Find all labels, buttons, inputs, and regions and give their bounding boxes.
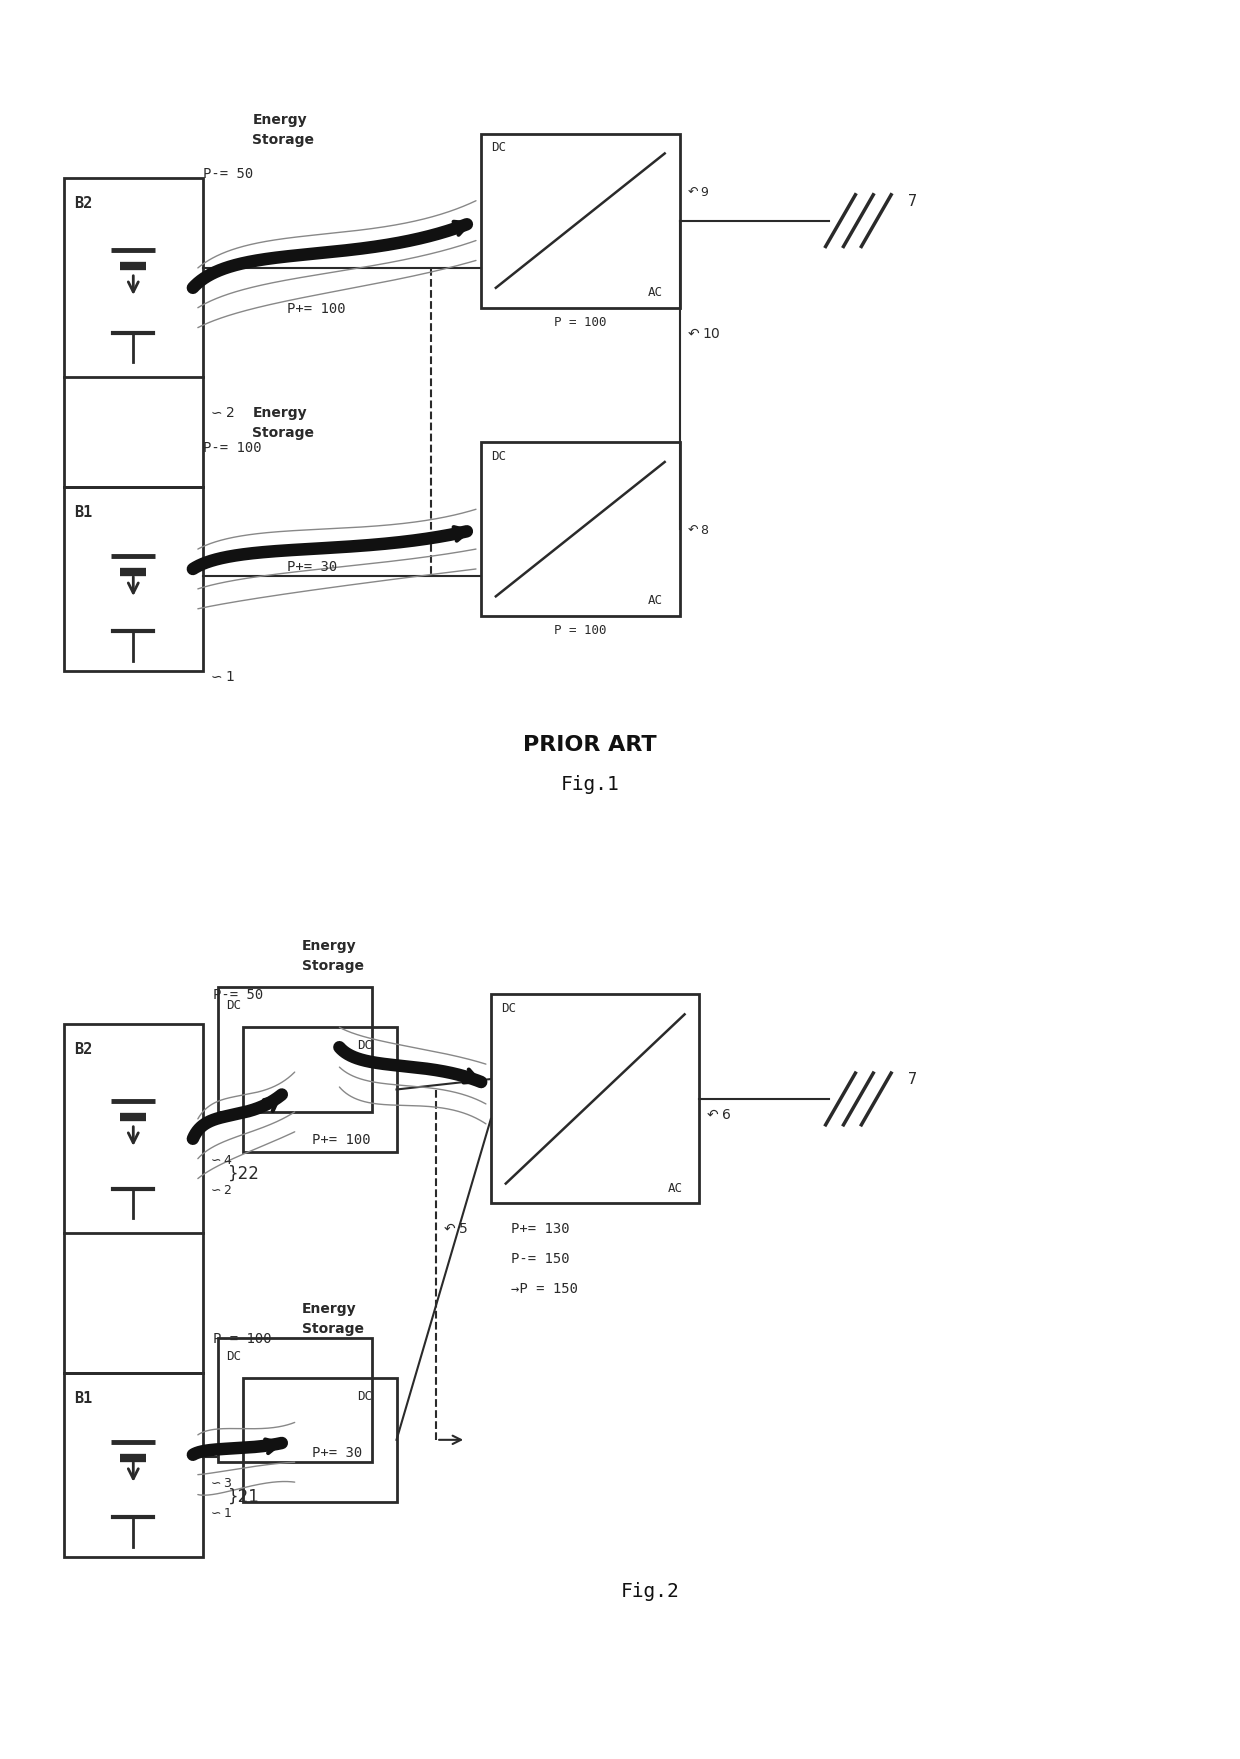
Text: $\curvearrowleft$9: $\curvearrowleft$9 (684, 186, 709, 199)
Text: P-= 100: P-= 100 (203, 442, 262, 456)
Text: Energy: Energy (253, 113, 308, 127)
Text: DC: DC (501, 1003, 516, 1015)
Text: DC: DC (491, 450, 506, 463)
Text: $\backsim$2: $\backsim$2 (208, 406, 234, 420)
Text: P+= 130: P+= 130 (511, 1223, 569, 1237)
Text: B2: B2 (73, 197, 92, 211)
Text: P = 100: P = 100 (554, 624, 606, 637)
Text: P = 100: P = 100 (554, 315, 606, 329)
Text: DC: DC (357, 1040, 372, 1052)
Text: $\curvearrowleft$8: $\curvearrowleft$8 (684, 524, 709, 536)
Text: P-= 50: P-= 50 (203, 167, 253, 181)
Text: Storage: Storage (303, 959, 365, 973)
Text: $\backsim$1: $\backsim$1 (208, 1507, 232, 1520)
Text: $\backsim$2: $\backsim$2 (208, 1184, 232, 1196)
Text: B2: B2 (73, 1041, 92, 1057)
Text: 7: 7 (908, 193, 918, 209)
Bar (63, 1372, 203, 1557)
Text: }22: }22 (228, 1164, 259, 1182)
Text: AC: AC (647, 595, 663, 607)
Text: Energy: Energy (303, 1302, 357, 1316)
Text: B1: B1 (73, 505, 92, 519)
Text: Storage: Storage (303, 1321, 365, 1335)
Text: $\backsim$1: $\backsim$1 (208, 670, 234, 684)
Bar (63, 487, 203, 670)
Bar (63, 1024, 203, 1233)
Text: B1: B1 (73, 1391, 92, 1405)
Bar (218, 987, 372, 1112)
Text: }21: }21 (228, 1488, 259, 1506)
Bar (218, 1339, 372, 1462)
Text: P+= 100: P+= 100 (312, 1133, 371, 1147)
Text: P-= 150: P-= 150 (511, 1252, 569, 1266)
Text: $\curvearrowleft$10: $\curvearrowleft$10 (684, 327, 720, 341)
Text: P+= 100: P+= 100 (288, 303, 346, 315)
Text: P+= 30: P+= 30 (312, 1446, 362, 1460)
Text: $\curvearrowleft$5: $\curvearrowleft$5 (441, 1223, 467, 1237)
Text: P-= 100: P-= 100 (213, 1332, 272, 1346)
Text: Fig.1: Fig.1 (560, 776, 620, 795)
Text: DC: DC (226, 1349, 241, 1363)
Bar (63, 178, 203, 378)
Text: PRIOR ART: PRIOR ART (523, 735, 657, 755)
Text: Fig.2: Fig.2 (620, 1581, 680, 1601)
Text: DC: DC (491, 141, 506, 155)
Text: DC: DC (226, 999, 241, 1013)
Text: Energy: Energy (303, 939, 357, 953)
Text: $\backsim$4: $\backsim$4 (208, 1154, 232, 1166)
Text: Energy: Energy (253, 406, 308, 420)
Text: $\curvearrowleft$6: $\curvearrowleft$6 (704, 1108, 732, 1122)
Text: →P = 150: →P = 150 (511, 1282, 578, 1296)
Bar (481, 442, 680, 616)
Bar (243, 1027, 397, 1152)
Text: P-= 50: P-= 50 (213, 989, 263, 1003)
Bar (481, 134, 680, 308)
Text: AC: AC (647, 285, 663, 299)
Bar (491, 994, 699, 1203)
Text: P+= 30: P+= 30 (288, 561, 337, 575)
Text: DC: DC (357, 1390, 372, 1402)
Text: Storage: Storage (253, 132, 315, 146)
Bar (243, 1377, 397, 1502)
Text: $\backsim$3: $\backsim$3 (208, 1478, 232, 1490)
Text: Storage: Storage (253, 426, 315, 440)
Text: 7: 7 (908, 1071, 918, 1087)
Text: AC: AC (667, 1182, 683, 1194)
